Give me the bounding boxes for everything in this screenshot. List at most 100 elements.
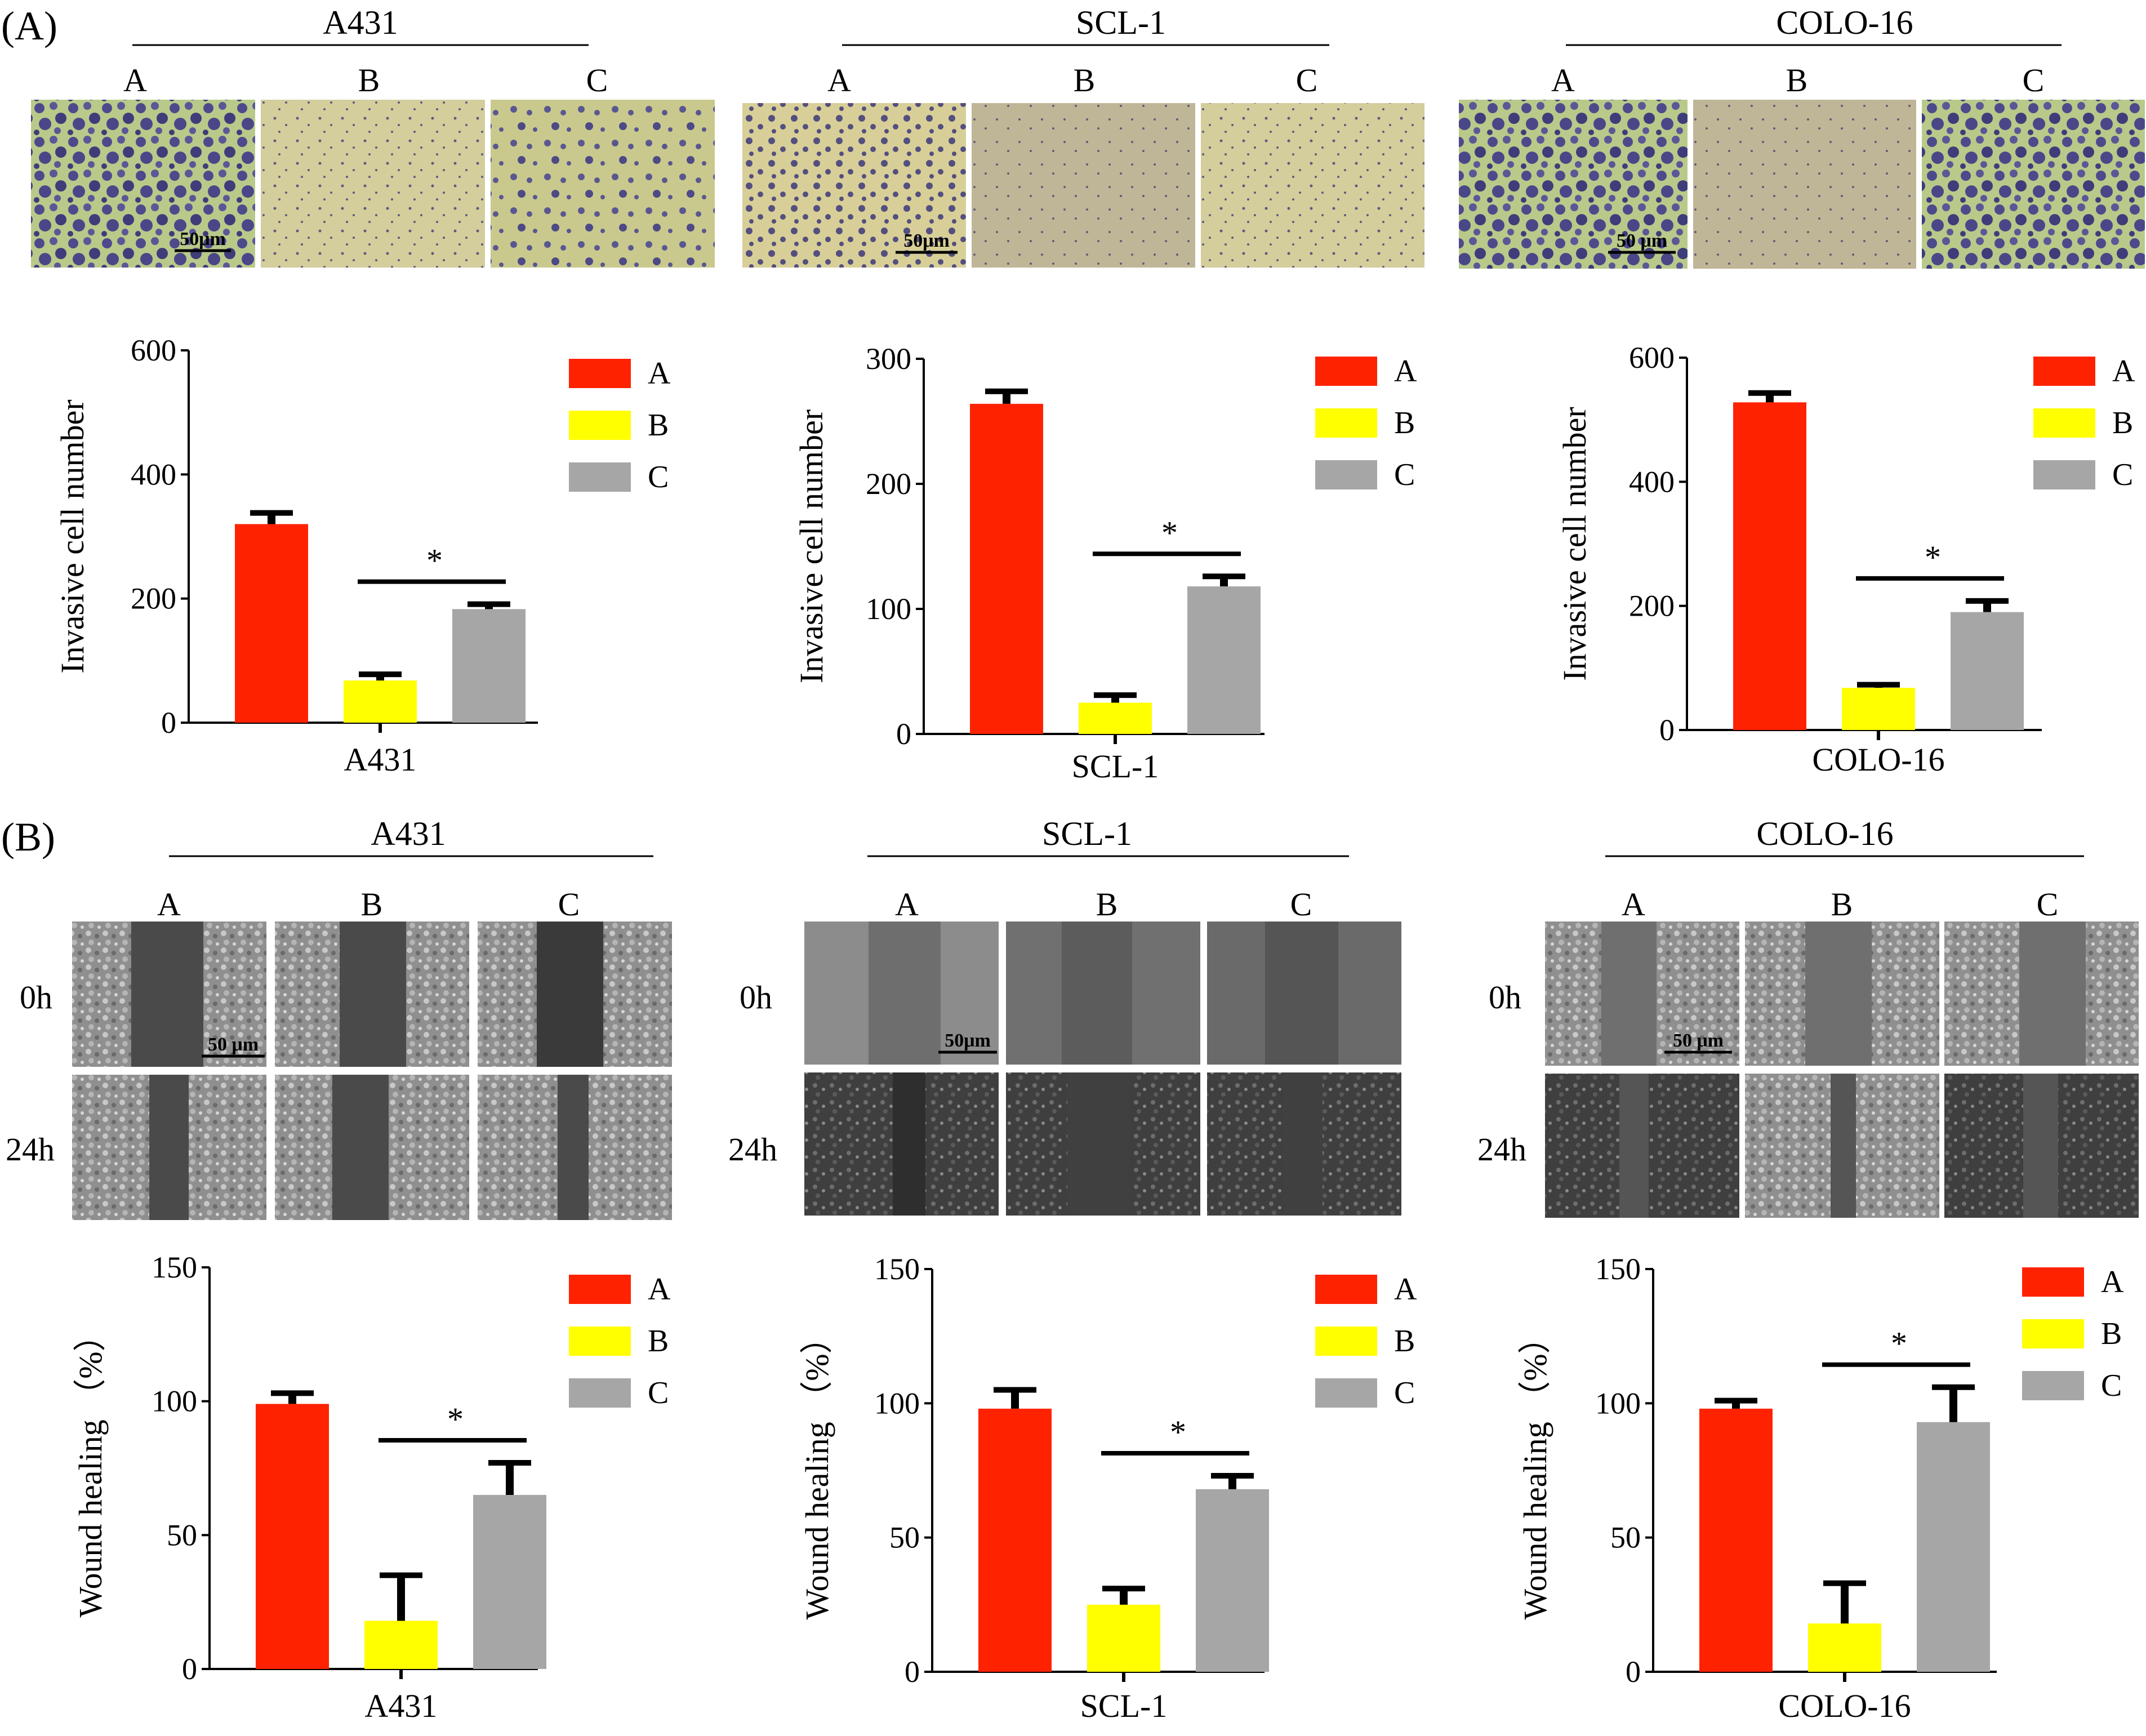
- y-tick-label: 100: [866, 592, 911, 626]
- bar-C: [1917, 1422, 1990, 1672]
- group-letter: B: [1074, 62, 1096, 99]
- y-tick-label: 0: [182, 1652, 197, 1686]
- legend-label-C: C: [648, 1376, 669, 1410]
- wound-gap: [1283, 1072, 1323, 1216]
- transwell-scl1: SCL-1 A B C 50μm: [742, 4, 1424, 268]
- y-tick-label: 150: [874, 1252, 920, 1286]
- time-label-24h: 24h: [1477, 1131, 1526, 1168]
- legend-swatch-B: [569, 411, 631, 440]
- legend-label-B: B: [2112, 406, 2133, 440]
- legend-swatch-C: [2033, 460, 2095, 489]
- invasion-chart-colo16: 0 200 400 600 Invasive cell number COLO-16 * AB…: [1556, 341, 2135, 778]
- invasion-chart-a431: 0 200 400 600 Invasive cell number A431 * ABC: [54, 333, 671, 778]
- bar-C: [1196, 1489, 1269, 1672]
- micrograph: [742, 103, 966, 268]
- micrograph: [1459, 100, 1688, 269]
- y-tick-label: 600: [131, 333, 176, 367]
- y-tick-label: 600: [1629, 341, 1675, 375]
- legend-label-A: A: [2112, 354, 2135, 389]
- wound-gap: [2023, 1074, 2058, 1218]
- bar-B: [1842, 688, 1915, 730]
- wound-chart-scl1: 0 50 100 150 Wound healing （%） SCL-1 * ABC: [799, 1252, 1417, 1724]
- wound-gap: [558, 1075, 589, 1220]
- group-letter: B: [1831, 886, 1853, 923]
- legend-label-C: C: [648, 460, 669, 495]
- y-tick-label: 200: [866, 467, 911, 501]
- transwell-colo16: COLO-16 A B C 50 μm: [1459, 4, 2145, 269]
- wound-gap: [149, 1075, 189, 1220]
- y-tick-label: 150: [152, 1250, 197, 1284]
- y-tick-label: 100: [1595, 1386, 1641, 1420]
- y-axis-label: Invasive cell number: [1556, 407, 1593, 680]
- bar-B: [344, 680, 417, 723]
- time-label-0h: 0h: [1489, 979, 1521, 1016]
- micrograph: [1201, 103, 1424, 268]
- wound-chart-colo16: 0 50 100 150 Wound healing （%） COLO-16 * ABC: [1517, 1252, 2124, 1724]
- legend-label-A: A: [1394, 354, 1417, 389]
- group-letter: B: [361, 886, 383, 923]
- micrograph: [31, 100, 255, 268]
- micrograph: [972, 103, 1195, 268]
- significance-star: *: [426, 542, 443, 579]
- significance-star: *: [1161, 514, 1178, 551]
- wound-gap: [537, 922, 603, 1067]
- legend-swatch-A: [2022, 1267, 2084, 1297]
- time-label-24h: 24h: [728, 1131, 777, 1168]
- wound-chart-a431: 0 50 100 150 Wound healing （%） A431 * ABC: [72, 1250, 671, 1724]
- wound-gap: [1805, 922, 1872, 1066]
- wound-gap: [340, 922, 406, 1067]
- legend-swatch-A: [569, 1275, 631, 1304]
- legend-label-A: A: [648, 1272, 671, 1307]
- legend-swatch-B: [1315, 408, 1377, 438]
- micrograph: [1922, 100, 2145, 269]
- significance-star: *: [1925, 539, 1941, 576]
- y-axis-label: Wound healing （%）: [799, 1321, 835, 1619]
- wound-gap: [2019, 922, 2086, 1066]
- x-axis-label: SCL-1: [1080, 1688, 1168, 1724]
- legend-label-A: A: [2101, 1265, 2124, 1299]
- group-letter: A: [827, 62, 851, 99]
- scale-bar-label: 50 μm: [1617, 230, 1667, 251]
- x-axis-label: COLO-16: [1812, 741, 1944, 778]
- group-letter: C: [558, 886, 580, 923]
- legend-label-C: C: [2112, 457, 2133, 492]
- micrograph: [261, 100, 485, 268]
- group-letter: B: [1786, 62, 1808, 99]
- bar-A: [1733, 402, 1806, 730]
- wound-gap: [332, 1075, 389, 1220]
- scale-bar-label: 50μm: [180, 229, 226, 250]
- legend-swatch-C: [1315, 1378, 1377, 1408]
- group-letter: C: [2037, 886, 2059, 923]
- legend-label-B: B: [648, 1324, 669, 1359]
- wound-gap: [131, 922, 203, 1067]
- panel-b: (B) A431 A B C 0h 24h 50 μm: [1, 814, 2139, 1724]
- legend-swatch-C: [2022, 1371, 2084, 1400]
- group-letter: B: [358, 62, 380, 99]
- panel-a-label: (A): [1, 3, 57, 48]
- y-tick-label: 0: [905, 1655, 920, 1689]
- wound-gap: [1601, 922, 1657, 1066]
- group-letter: C: [1296, 62, 1318, 99]
- y-tick-label: 50: [889, 1521, 920, 1555]
- x-axis-label: SCL-1: [1072, 748, 1159, 785]
- scale-bar-label: 50μm: [903, 230, 950, 251]
- wound-colo16: COLO-16 A B C 0h 24h 50 μm: [1477, 815, 2139, 1218]
- y-axis-label: Wound healing （%）: [72, 1319, 109, 1617]
- bar-A: [1699, 1408, 1773, 1672]
- legend-swatch-B: [2033, 408, 2095, 438]
- bar-C: [1187, 586, 1261, 734]
- micrograph: [1693, 100, 1916, 269]
- y-tick-label: 0: [161, 706, 176, 740]
- legend-swatch-A: [569, 359, 631, 388]
- time-label-24h: 24h: [6, 1131, 55, 1168]
- bar-A: [256, 1404, 329, 1669]
- y-tick-label: 0: [1626, 1655, 1641, 1689]
- y-tick-label: 200: [1629, 589, 1675, 623]
- wound-scl1: SCL-1 A B C 0h 24h 50μm: [728, 815, 1401, 1216]
- wound-gap: [1619, 1074, 1649, 1218]
- bar-A: [978, 1408, 1052, 1672]
- legend-label-A: A: [1394, 1272, 1417, 1307]
- bar-A: [970, 403, 1043, 734]
- x-axis-label: A431: [344, 741, 417, 778]
